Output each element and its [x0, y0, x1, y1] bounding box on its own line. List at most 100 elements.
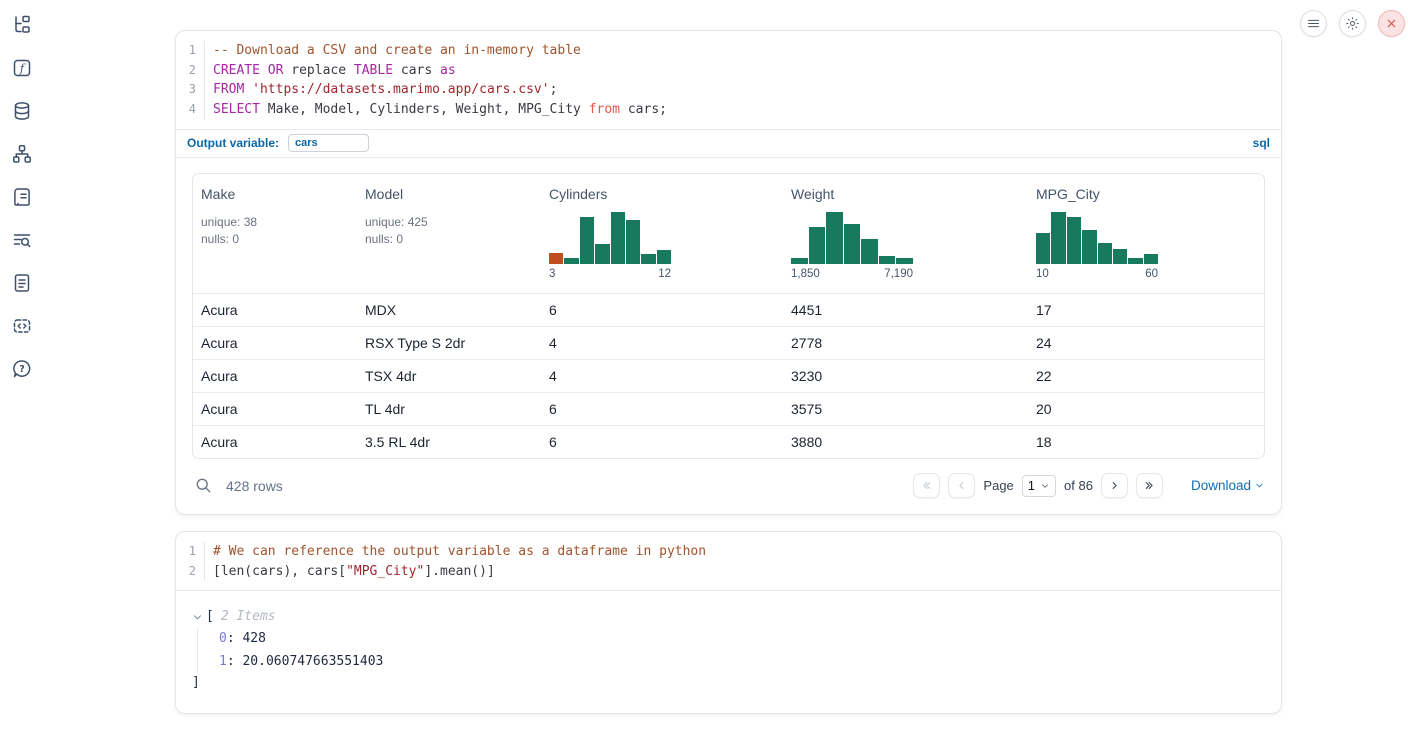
line-number: 4: [176, 100, 205, 120]
sql-output-area: Make unique: 38 nulls: 0 Model unique: 4…: [176, 158, 1281, 514]
scroll-icon: [14, 188, 30, 206]
histogram-axis-labels: 1,850 7,190: [791, 267, 913, 280]
sidebar-functions-button[interactable]: f: [9, 55, 35, 81]
output-variable-input[interactable]: [288, 134, 370, 153]
chevrons-right-icon: [1145, 482, 1153, 490]
sidebar-datasources-button[interactable]: [9, 98, 35, 124]
chevron-left-icon: [959, 482, 964, 490]
code-line: 2 [len(cars), cars["MPG_City"].mean()]: [176, 561, 1281, 582]
left-sidebar: f: [0, 12, 44, 382]
notebook-cells: 1 -- Download a CSV and create an in-mem…: [175, 30, 1282, 715]
items-count: 2 Items: [220, 609, 276, 625]
histogram-axis-labels: 10 60: [1036, 267, 1158, 280]
table-footer: 428 rows Page 1: [192, 471, 1265, 501]
code-line: 2 CREATE OR replace TABLE cars as: [176, 60, 1281, 81]
next-page-button[interactable]: [1100, 473, 1128, 499]
cylinders-histogram[interactable]: [549, 211, 671, 264]
code-line: 4 SELECT Make, Model, Cylinders, Weight,…: [176, 100, 1281, 120]
python-code-editor[interactable]: 1 # We can reference the output variable…: [176, 532, 1281, 590]
sidebar-logs-button[interactable]: [9, 227, 35, 253]
code-text: # We can reference the output variable a…: [213, 543, 707, 559]
dependency-graph-icon: [13, 145, 31, 163]
item-value: 428: [242, 631, 266, 647]
download-button[interactable]: Download: [1191, 478, 1265, 493]
search-icon: [196, 478, 210, 493]
chevron-right-icon: [1112, 482, 1117, 490]
language-badge: sql: [1252, 136, 1270, 151]
column-stats: unique: 38 nulls: 0: [201, 214, 258, 246]
collapse-chevron-icon[interactable]: [192, 612, 203, 623]
sidebar-dependency-graph-button[interactable]: [9, 141, 35, 167]
column-header-model[interactable]: Model unique: 425 nulls: 0: [357, 186, 541, 284]
code-line: 3 FROM 'https://datasets.marimo.app/cars…: [176, 80, 1281, 101]
code-line: 1 # We can reference the output variable…: [176, 541, 1281, 562]
line-number: 1: [176, 41, 205, 61]
chevrons-left-icon: [923, 482, 931, 490]
page-select[interactable]: 1: [1021, 474, 1057, 497]
table-row[interactable]: Acura RSX Type S 2dr 4 2778 24: [193, 325, 1264, 359]
code-text: CREATE OR replace TABLE cars as: [213, 62, 456, 78]
code-text: SELECT Make, Model, Cylinders, Weight, M…: [213, 102, 667, 118]
code-text: [len(cars), cars["MPG_City"].mean()]: [213, 563, 495, 579]
database-icon: [14, 102, 30, 120]
code-text: -- Download a CSV and create an in-memor…: [213, 43, 581, 58]
table-row[interactable]: Acura 3.5 RL 4dr 6 3880 18: [193, 424, 1264, 458]
sidebar-documentation-button[interactable]: [9, 270, 35, 296]
line-number: 3: [176, 80, 205, 101]
data-table: Make unique: 38 nulls: 0 Model unique: 4…: [192, 172, 1265, 459]
sidebar-scratchpad-button[interactable]: [9, 184, 35, 210]
list-search-icon: [13, 234, 31, 248]
column-stats: unique: 425 nulls: 0: [365, 214, 428, 246]
python-cell: 1 # We can reference the output variable…: [175, 530, 1282, 715]
code-text: FROM 'https://datasets.marimo.app/cars.c…: [213, 82, 558, 98]
shutdown-button[interactable]: [1378, 10, 1405, 37]
column-header-mpg-city[interactable]: MPG_City 10 60: [1036, 185, 1158, 280]
function-icon: f: [13, 59, 31, 77]
table-row[interactable]: Acura TSX 4dr 4 3230 22: [193, 358, 1264, 392]
column-header-make[interactable]: Make unique: 38 nulls: 0: [193, 186, 357, 284]
menu-button[interactable]: [1300, 10, 1327, 37]
output-variable-bar: Output variable: sql: [176, 128, 1281, 158]
table-row[interactable]: Acura MDX 6 4451 17: [193, 292, 1264, 326]
list-item: 1: 20.060747663551403: [219, 653, 384, 669]
code-snippet-icon: [13, 319, 31, 333]
python-result-output: [ 2 Items 0: 428 1: 20.060747663551403 ]: [176, 590, 1281, 713]
table-row[interactable]: Acura TL 4dr 6 3575 20: [193, 391, 1264, 425]
first-page-button[interactable]: [913, 473, 941, 499]
sql-cell: 1 -- Download a CSV and create an in-mem…: [175, 30, 1282, 515]
window-controls: [1300, 10, 1405, 37]
hamburger-icon: [1308, 19, 1319, 28]
open-bracket: [: [206, 609, 214, 625]
close-icon: [1387, 19, 1396, 28]
mpg-city-histogram[interactable]: [1036, 211, 1158, 264]
chevron-down-icon: [1042, 484, 1048, 488]
line-number: 2: [176, 561, 205, 582]
pagination: Page 1 of 86: [913, 473, 1265, 499]
last-page-button[interactable]: [1135, 473, 1163, 499]
weight-histogram[interactable]: [791, 211, 914, 264]
list-header[interactable]: [ 2 Items: [192, 606, 1265, 628]
page-label: Page: [983, 478, 1014, 494]
sql-code-editor[interactable]: 1 -- Download a CSV and create an in-mem…: [176, 31, 1281, 129]
chevron-down-icon: [1256, 483, 1263, 488]
table-header-row: Make unique: 38 nulls: 0 Model unique: 4…: [193, 174, 1264, 293]
list-item: 0: 428: [219, 631, 266, 647]
column-header-cylinders[interactable]: Cylinders 3 12: [549, 185, 671, 280]
svg-text:f: f: [19, 61, 26, 75]
settings-button[interactable]: [1339, 10, 1366, 37]
file-tree-icon: [15, 15, 30, 33]
code-line: 1 -- Download a CSV and create an in-mem…: [176, 41, 1281, 61]
sidebar-file-tree-button[interactable]: [9, 12, 35, 38]
row-count: 428 rows: [226, 477, 283, 494]
item-value: 20.060747663551403: [242, 653, 384, 669]
column-header-weight[interactable]: Weight 1,850 7,190: [791, 185, 914, 280]
sidebar-snippets-button[interactable]: [9, 313, 35, 339]
output-variable-label: Output variable:: [187, 136, 280, 151]
page-total-label: of 86: [1064, 478, 1093, 494]
sidebar-help-button[interactable]: ?: [9, 356, 35, 382]
line-number: 1: [176, 541, 205, 562]
table-search-button[interactable]: [192, 475, 214, 497]
previous-page-button[interactable]: [948, 473, 976, 499]
svg-text:?: ?: [19, 364, 25, 375]
document-icon: [14, 274, 30, 292]
